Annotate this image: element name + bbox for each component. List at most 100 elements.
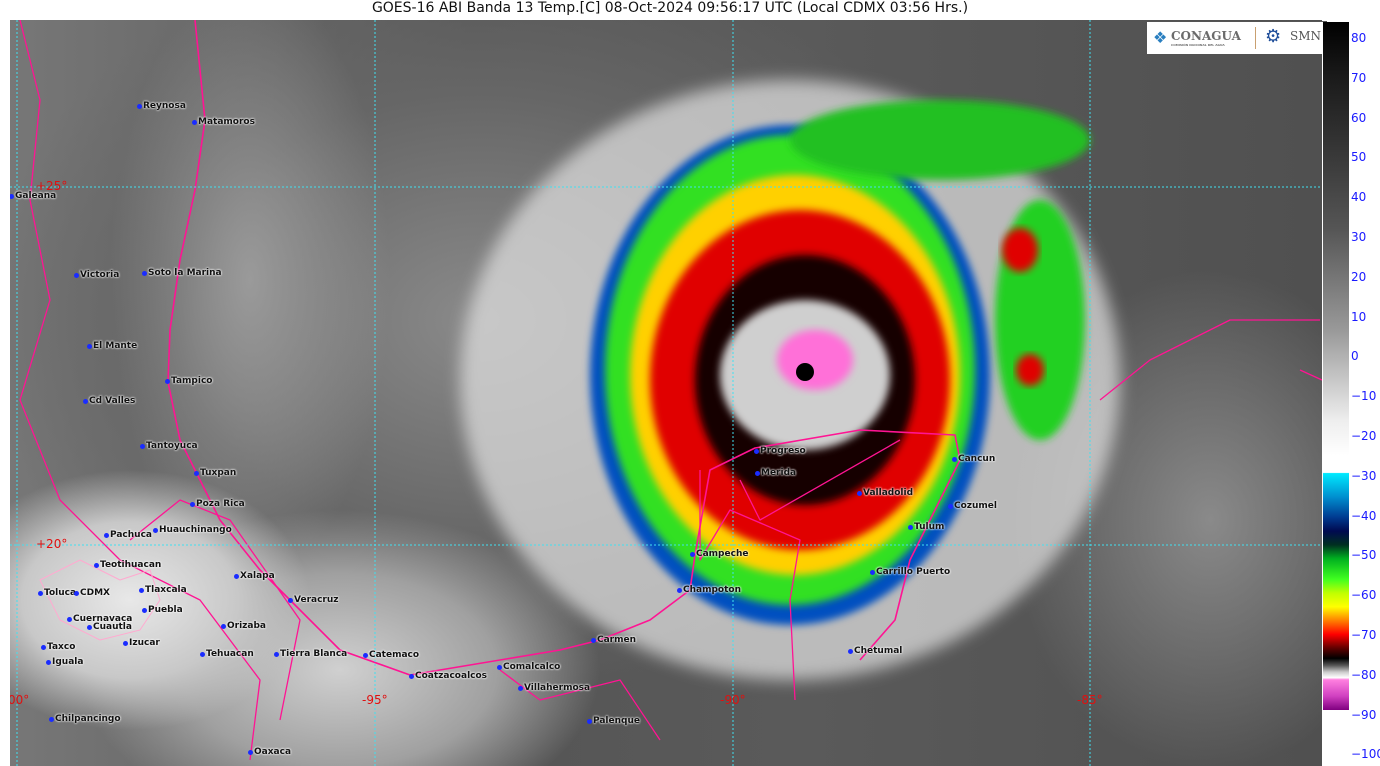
city-dot-icon [755, 471, 760, 476]
storm-cold-top [777, 330, 853, 390]
city-dot-icon [363, 653, 368, 658]
city-dot-icon [41, 645, 46, 650]
city-dot-icon [677, 588, 682, 593]
city-label: Cuautla [87, 622, 132, 632]
city-dot-icon [690, 552, 695, 557]
lon-label-85: -85° [1077, 693, 1103, 707]
city-dot-icon [194, 471, 199, 476]
city-dot-icon [952, 457, 957, 462]
city-label: Teotihuacan [94, 560, 161, 570]
city-label: Catemaco [363, 650, 419, 660]
city-label: Toluca [38, 588, 76, 598]
city-label: Puebla [142, 605, 183, 615]
lon-label-95: -95° [362, 693, 388, 707]
city-label: Tehuacan [200, 649, 254, 659]
colorbar-tick-label: 0 [1351, 349, 1359, 364]
city-label: Carrillo Puerto [870, 567, 950, 577]
city-dot-icon [46, 660, 51, 665]
conagua-logo-text: CONAGUA COMISIÓN NACIONAL DEL AGUA [1171, 29, 1241, 47]
city-label: Tantoyuca [140, 441, 198, 451]
city-dot-icon [87, 625, 92, 630]
city-dot-icon [83, 399, 88, 404]
city-label: Palenque [587, 716, 640, 726]
city-dot-icon [87, 344, 92, 349]
city-dot-icon [497, 665, 502, 670]
city-label: Xalapa [234, 571, 275, 581]
city-label: Tampico [165, 376, 212, 386]
city-label: Merida [755, 468, 796, 478]
city-label: Orizaba [221, 621, 266, 631]
city-dot-icon [591, 638, 596, 643]
city-label: Poza Rica [190, 499, 245, 509]
city-dot-icon [94, 563, 99, 568]
city-dot-icon [857, 491, 862, 496]
city-label: Valladolid [857, 488, 913, 498]
city-dot-icon [10, 194, 14, 199]
city-dot-icon [140, 444, 145, 449]
city-label: Progreso [754, 446, 806, 456]
city-label: Taxco [41, 642, 75, 652]
storm-eye [796, 363, 814, 381]
colorbar-tick-label: 10 [1351, 309, 1367, 324]
city-label: Tuxpan [194, 468, 236, 478]
colorbar-tick-label: 60 [1351, 110, 1367, 125]
colorbar-tick-label: −30 [1351, 468, 1377, 483]
city-label: Victoria [74, 270, 119, 280]
city-dot-icon [754, 449, 759, 454]
coastlines [19, 20, 1322, 761]
city-label: Veracruz [288, 595, 339, 605]
colorbar-tick-label: 70 [1351, 70, 1367, 85]
graticule [10, 20, 1322, 766]
city-label: Reynosa [137, 101, 186, 111]
gear-icon: ⚙ [1265, 26, 1282, 47]
satellite-map[interactable]: +25° +20° -100° -95° -90° -85° Reynosa Ma… [10, 20, 1322, 766]
city-label: Oaxaca [248, 747, 291, 757]
city-dot-icon [221, 624, 226, 629]
city-dot-icon [192, 120, 197, 125]
city-label: CDMX [74, 588, 110, 598]
city-dot-icon [142, 608, 147, 613]
city-label: El Mante [87, 341, 137, 351]
city-dot-icon [908, 525, 913, 530]
agency-logo: ❖ CONAGUA COMISIÓN NACIONAL DEL AGUA ⚙ SM… [1147, 21, 1327, 54]
image-title: GOES-16 ABI Banda 13 Temp.[C] 08-Oct-202… [371, 0, 969, 16]
city-dot-icon [409, 674, 414, 679]
colorbar-tick-label: 20 [1351, 269, 1367, 284]
colorbar-tick-label: −10 [1351, 389, 1377, 404]
temperature-colorbar [1323, 22, 1349, 710]
city-dot-icon [49, 717, 54, 722]
city-label: Izucar [123, 638, 160, 648]
city-label: Tlaxcala [139, 585, 187, 595]
city-label: Huauchinango [153, 525, 232, 535]
city-dot-icon [190, 502, 195, 507]
colorbar-tick-label: −40 [1351, 508, 1377, 523]
city-label: Campeche [690, 549, 748, 559]
city-label: Chetumal [848, 646, 902, 656]
city-dot-icon [123, 641, 128, 646]
colorbar-tick-label: −20 [1351, 429, 1377, 443]
colorbar-tick-label: 40 [1351, 190, 1367, 205]
city-label: Carmen [591, 635, 636, 645]
city-dot-icon [104, 533, 109, 538]
city-label: Iguala [46, 657, 83, 667]
city-label: Tierra Blanca [274, 649, 347, 659]
city-label: Villahermosa [518, 683, 590, 693]
city-dot-icon [288, 598, 293, 603]
colorbar-tick-label: −50 [1351, 548, 1377, 563]
colorbar-tick-label: −60 [1351, 588, 1377, 603]
city-label: Coatzacoalcos [409, 671, 487, 681]
rainband-north [790, 100, 1090, 180]
colorbar-tick-label: 50 [1351, 150, 1367, 165]
city-dot-icon [142, 271, 147, 276]
colorbar-tick-label: −70 [1351, 628, 1377, 642]
city-dot-icon [38, 591, 43, 596]
city-label: Soto la Marina [142, 268, 222, 278]
city-dot-icon [200, 652, 205, 657]
city-dot-icon [74, 273, 79, 278]
lat-label-20: +20° [36, 537, 68, 551]
city-dot-icon [587, 719, 592, 724]
city-dot-icon [67, 617, 72, 622]
water-drop-icon: ❖ [1153, 28, 1168, 47]
city-dot-icon [139, 588, 144, 593]
storm-layer [10, 20, 1322, 766]
